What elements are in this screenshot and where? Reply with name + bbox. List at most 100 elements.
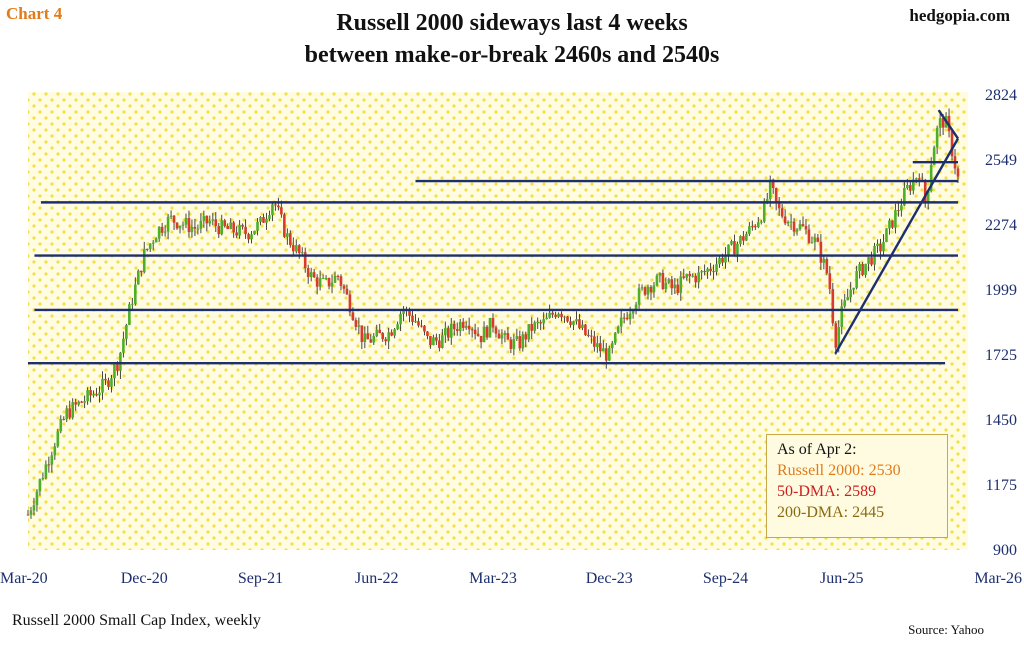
chart-subtitle: between make-or-break 2460s and 2540s — [304, 42, 720, 68]
candle-body — [491, 317, 495, 328]
candle-body — [446, 328, 450, 338]
candle-body — [402, 310, 405, 314]
candle-body — [914, 178, 918, 180]
candle-body — [906, 185, 909, 188]
candle-body — [154, 238, 158, 243]
candle-body — [709, 268, 712, 272]
candle-body — [551, 312, 554, 315]
candle-body — [485, 326, 489, 338]
candle-body — [381, 333, 385, 340]
candle-body — [539, 322, 542, 324]
candle-body — [703, 271, 706, 273]
candle-body — [187, 218, 191, 233]
candle-body — [208, 220, 212, 224]
candle-body — [900, 205, 903, 211]
candle-body — [834, 323, 838, 348]
legend-heading: As of Apr 2: — [777, 441, 857, 458]
legend-russell-value: Russell 2000: 2530 — [777, 462, 901, 479]
x-tick-label: Dec-23 — [586, 570, 633, 587]
candle-body — [909, 185, 912, 191]
candle-body — [697, 272, 700, 283]
candle-body — [283, 214, 286, 237]
candle-body — [345, 288, 349, 295]
candle-body — [360, 325, 364, 342]
candle-body — [733, 241, 736, 255]
candle-body — [646, 286, 650, 295]
candle-body — [542, 319, 545, 324]
candle-body — [41, 477, 45, 480]
candle-body — [393, 329, 396, 336]
candle-body — [77, 401, 80, 405]
candle-body — [822, 259, 826, 263]
candle-body — [956, 168, 960, 177]
candle-body — [807, 229, 811, 243]
candle-body — [569, 321, 572, 325]
candle-body — [125, 324, 128, 339]
candle-body — [131, 303, 134, 305]
candle-body — [628, 313, 632, 320]
candle-body — [652, 285, 656, 293]
candle-body — [265, 218, 268, 223]
candle-body — [411, 315, 414, 322]
candle-body — [774, 188, 778, 203]
candle-body — [765, 198, 769, 202]
candle-body — [259, 217, 262, 222]
candle-body — [846, 296, 850, 301]
candle-body — [53, 446, 57, 456]
candle-body — [148, 243, 152, 250]
candle-body — [879, 243, 882, 252]
candle-body — [163, 231, 167, 233]
candle-body — [56, 431, 60, 447]
candle-body — [649, 286, 653, 293]
support-resistance-layer — [28, 160, 958, 365]
candle-body — [596, 343, 599, 347]
candle-body — [223, 220, 227, 226]
candle-body — [837, 326, 841, 348]
x-tick-label: Sep-24 — [703, 570, 748, 587]
candle-body — [178, 225, 182, 229]
candle-body — [297, 245, 301, 253]
candle-body — [139, 270, 143, 273]
candle-body — [762, 201, 766, 222]
candle-body — [512, 339, 516, 349]
candle-body — [160, 226, 164, 233]
candle-body — [950, 131, 954, 157]
candle-body — [354, 320, 358, 327]
candle-body — [780, 208, 784, 217]
candle-body — [277, 205, 280, 208]
candle-body — [816, 237, 820, 242]
candle-body — [593, 336, 596, 347]
candle-body — [467, 325, 471, 330]
candle-body — [482, 326, 486, 343]
y-tick-label: 1175 — [986, 477, 1017, 494]
candle-body — [429, 335, 432, 346]
candle-body — [584, 324, 587, 335]
candle-body — [444, 328, 447, 336]
candle-body — [241, 224, 244, 227]
candle-body — [903, 187, 906, 206]
candle-body — [98, 392, 101, 396]
candle-body — [670, 279, 674, 289]
candle-body — [348, 294, 352, 313]
candle-body — [625, 317, 629, 320]
candle-body — [330, 282, 334, 287]
candle-body — [214, 219, 218, 227]
candle-body — [518, 336, 522, 349]
candle-body — [524, 334, 528, 340]
candle-body — [62, 418, 66, 420]
candle-body — [813, 237, 817, 243]
candle-body — [35, 491, 39, 506]
candle-body — [789, 221, 793, 223]
legend-200dma-value: 200-DMA: 2445 — [777, 504, 885, 521]
candle-body — [825, 259, 829, 274]
candle-body — [268, 215, 271, 219]
candle-body — [363, 333, 367, 342]
candle-body — [372, 336, 376, 343]
candle-body — [500, 335, 504, 339]
candle-body — [748, 226, 751, 235]
candle-body — [929, 164, 933, 192]
candle-body — [700, 271, 703, 273]
candle-body — [926, 191, 930, 203]
candle-body — [911, 179, 915, 191]
candle-body — [810, 242, 814, 244]
